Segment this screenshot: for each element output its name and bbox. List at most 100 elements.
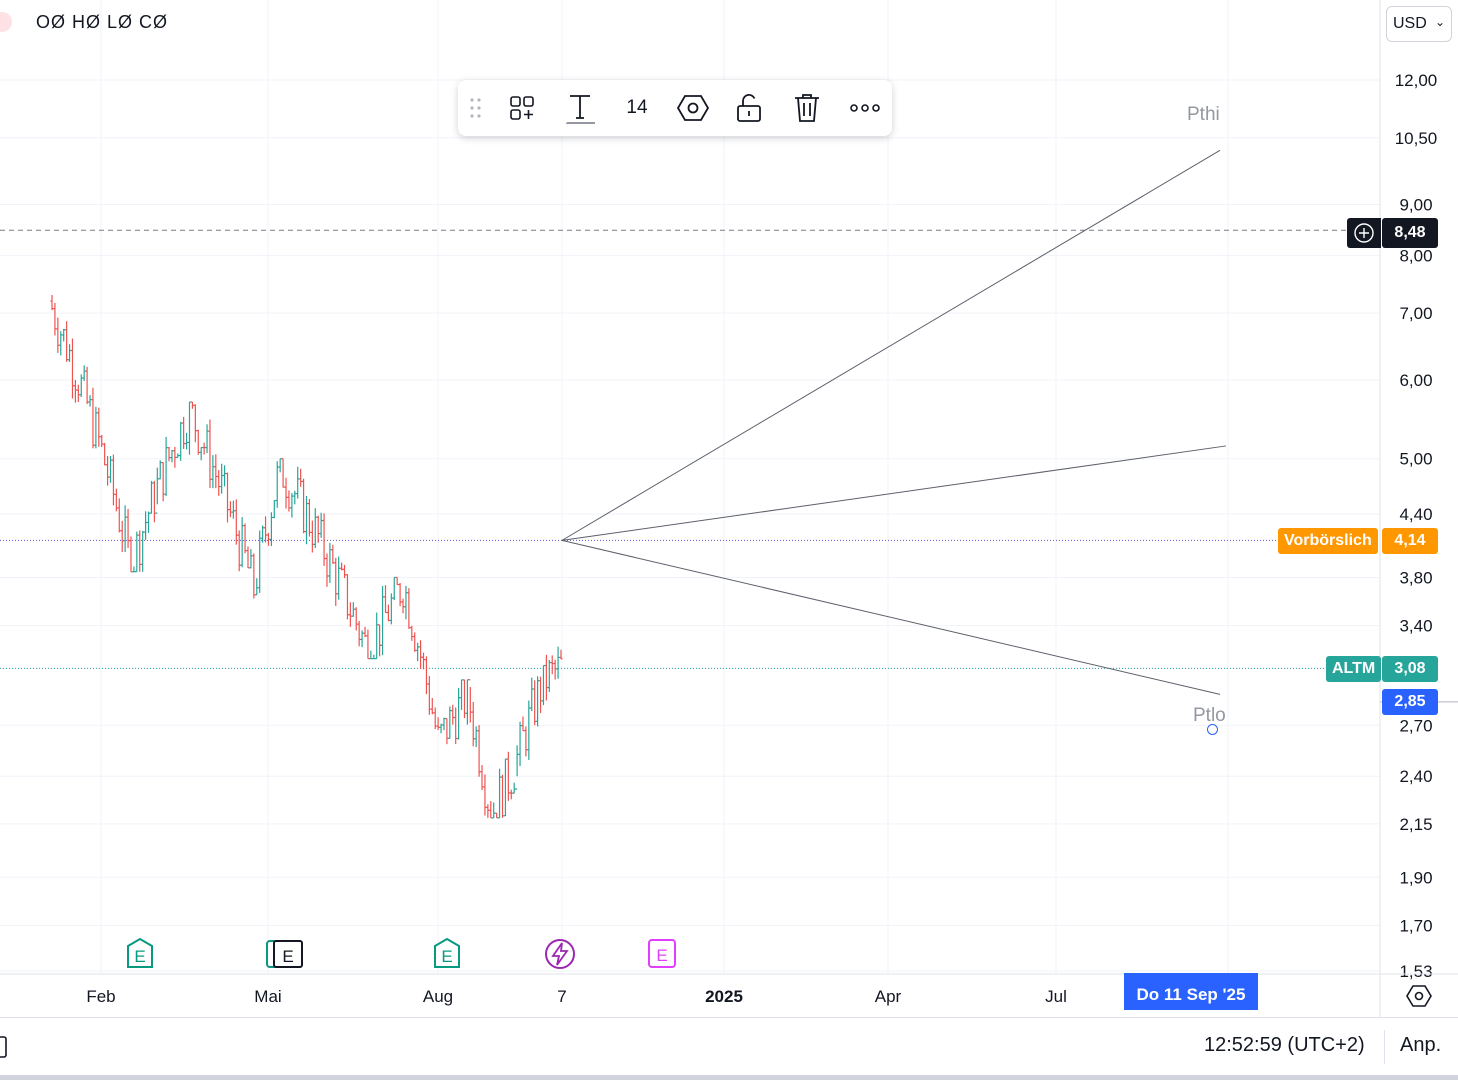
ohlc-bar	[76, 384, 80, 402]
last-price-label: 3,08	[1382, 656, 1438, 682]
x-tick-label: Aug	[423, 987, 453, 1006]
price-axis: 12,00 10,50 9,00 8,00 7,00 6,00 5,00 4,40 3,80 3,…	[1379, 0, 1437, 1017]
ohlc-bar	[217, 470, 221, 496]
x-tick-label: 7	[557, 987, 566, 1006]
earnings-event-icon[interactable]: E	[126, 937, 154, 968]
ohlc-bar	[342, 564, 347, 579]
ohlc-bar	[462, 679, 467, 719]
ohlc-bar	[278, 458, 282, 473]
ohlc-bar	[380, 586, 385, 656]
lock-icon[interactable]	[734, 92, 764, 124]
ohlc-bar	[73, 379, 78, 403]
ohlc-bar	[53, 302, 57, 336]
anchor-handle[interactable]	[1207, 724, 1218, 735]
ohlc-bar	[234, 499, 238, 545]
earnings-event-icon[interactable]: E	[266, 938, 306, 968]
ohlc-bar	[503, 758, 508, 817]
ohlc-bar	[117, 498, 121, 533]
add-alert-button[interactable]	[1347, 218, 1381, 248]
ohlc-bar	[287, 490, 291, 512]
ohlc-bar	[457, 687, 461, 740]
ohlc-bar	[50, 295, 54, 311]
ohlc-bar	[468, 679, 472, 723]
calendar-icon[interactable]	[0, 1034, 10, 1065]
ohlc-bar	[190, 401, 195, 409]
ohlc-bar	[401, 598, 405, 614]
ohlc-bar	[114, 488, 118, 512]
earnings-label: E	[441, 947, 452, 966]
ohlc-bar	[413, 632, 417, 652]
ohlc-bar	[448, 706, 452, 739]
trash-icon[interactable]	[792, 92, 822, 124]
earnings-event-icon[interactable]: E	[433, 937, 461, 968]
text-color-icon[interactable]	[562, 92, 598, 124]
clock-timezone[interactable]: 12:52:59 (UTC+2)	[1204, 1034, 1365, 1056]
ohlc-bar	[404, 585, 408, 620]
bottom-toolbar	[0, 1017, 1458, 1076]
ohlc-bar	[533, 680, 537, 726]
split-event-icon[interactable]	[544, 938, 576, 969]
templates-icon[interactable]	[506, 92, 538, 124]
ohlc-bar	[56, 317, 60, 353]
ohlc-bar	[398, 582, 402, 607]
ohlc-bar	[474, 726, 478, 748]
premarket-price-label: 4,14	[1382, 528, 1438, 554]
ohlc-bar	[459, 679, 464, 710]
ohlc-bar	[246, 546, 250, 569]
ohlc-bar	[424, 656, 429, 695]
drag-handle-icon[interactable]	[466, 92, 486, 124]
earnings-label: E	[282, 947, 293, 966]
ohlc-bar	[538, 676, 543, 714]
ohlc-bar	[149, 480, 154, 514]
ohlc-bar	[196, 429, 200, 455]
ohlc-bar	[296, 466, 300, 499]
ohlc-bar	[366, 629, 370, 660]
ohlc-bar	[410, 625, 414, 641]
ohlc-bar	[220, 463, 224, 494]
x-tick-label: Feb	[86, 987, 115, 1006]
ohlc-bar	[395, 576, 399, 586]
font-size-button[interactable]: 14	[626, 97, 648, 118]
ohlc-bar	[299, 468, 303, 487]
ohlc-bar	[222, 465, 227, 487]
axis-settings-icon[interactable]	[1406, 984, 1432, 1013]
last-price-tag: ALTM	[1326, 656, 1382, 682]
target-low-label: Ptlo	[1193, 705, 1226, 726]
target-high-line	[561, 149, 1221, 541]
ohlc-bar	[237, 530, 241, 572]
ohlc-bar	[103, 442, 107, 466]
ohlc-bar	[495, 812, 499, 819]
ohlc-bar	[553, 659, 557, 680]
settings-icon[interactable]	[676, 92, 710, 124]
ohlc-bar	[418, 640, 423, 669]
y-tick-label: 8,00	[1399, 246, 1432, 265]
ohlc-bar	[389, 593, 393, 625]
ohlc-bar	[310, 520, 314, 553]
ohlc-bar	[225, 472, 230, 523]
ohlc-bar	[263, 516, 268, 543]
ohlc-bar	[518, 721, 522, 767]
ohlc-bar	[293, 490, 297, 505]
more-icon[interactable]	[848, 92, 882, 124]
ohlc-bar	[138, 530, 142, 572]
ohlc-bar	[369, 650, 373, 660]
ohlc-legend: OØ HØ LØ CØ	[36, 12, 169, 32]
ohlc-bar	[363, 626, 367, 638]
ohlc-bar	[126, 508, 130, 548]
ohlc-bar	[325, 553, 329, 587]
ohlc-bar	[252, 553, 256, 599]
earnings-label: E	[656, 946, 667, 965]
ohlc-bar	[97, 407, 101, 447]
ohlc-bar	[240, 517, 244, 568]
x-tick-label: 2025	[705, 987, 743, 1006]
ohlc-bar	[141, 530, 145, 572]
ohlc-bar	[407, 588, 411, 629]
ohlc-bar	[345, 574, 350, 620]
y-tick-label: 2,15	[1399, 815, 1432, 834]
adjust-button[interactable]: Anp.	[1400, 1034, 1442, 1056]
currency-select[interactable]: USD ⌄	[1386, 6, 1452, 42]
y-tick-label: 1,53	[1399, 962, 1432, 981]
future-earnings-event-icon[interactable]: E	[648, 938, 676, 968]
y-tick-label: 4,40	[1399, 505, 1432, 524]
